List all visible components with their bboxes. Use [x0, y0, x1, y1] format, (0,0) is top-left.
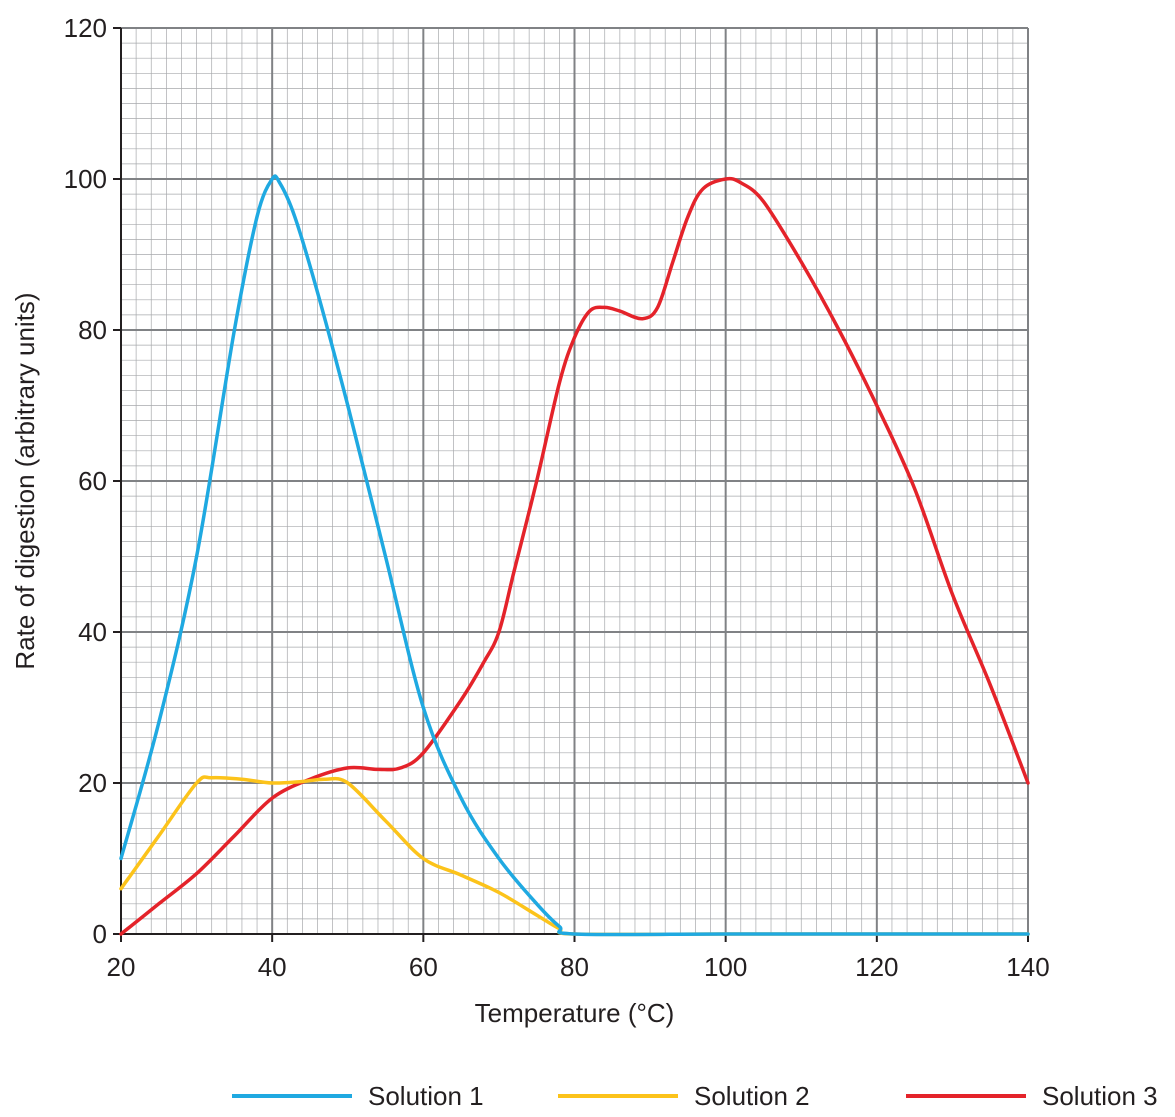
y-tick-label: 20	[78, 768, 107, 798]
x-tick-label: 20	[107, 952, 136, 982]
x-axis-label: Temperature (°C)	[475, 998, 675, 1028]
legend-label-solution-1: Solution 1	[368, 1081, 484, 1111]
solution-1-line	[119, 174, 1030, 937]
y-tick-label: 40	[78, 617, 107, 647]
axes	[113, 28, 1028, 942]
series-lines	[119, 174, 1030, 937]
y-tick-label: 60	[78, 466, 107, 496]
x-tick-label: 80	[560, 952, 589, 982]
x-tick-label: 60	[409, 952, 438, 982]
y-tick-label: 120	[64, 13, 107, 43]
y-axis-label: Rate of digestion (arbitrary units)	[10, 292, 40, 669]
x-tick-labels: 20 40 60 80 100 120 140	[107, 934, 1050, 982]
y-tick-label: 80	[78, 315, 107, 345]
y-tick-label: 100	[64, 164, 107, 194]
x-tick-label: 100	[704, 952, 747, 982]
x-tick-label: 140	[1006, 952, 1049, 982]
legend-label-solution-3: Solution 3	[1042, 1081, 1158, 1111]
legend: Solution 1 Solution 2 Solution 3	[232, 1081, 1158, 1111]
y-tick-labels: 0 20 40 60 80 100 120	[64, 13, 121, 949]
x-tick-label: 40	[258, 952, 287, 982]
legend-label-solution-2: Solution 2	[694, 1081, 810, 1111]
x-tick-label: 120	[855, 952, 898, 982]
solution-3-line	[119, 176, 1030, 936]
y-tick-label: 0	[93, 919, 107, 949]
